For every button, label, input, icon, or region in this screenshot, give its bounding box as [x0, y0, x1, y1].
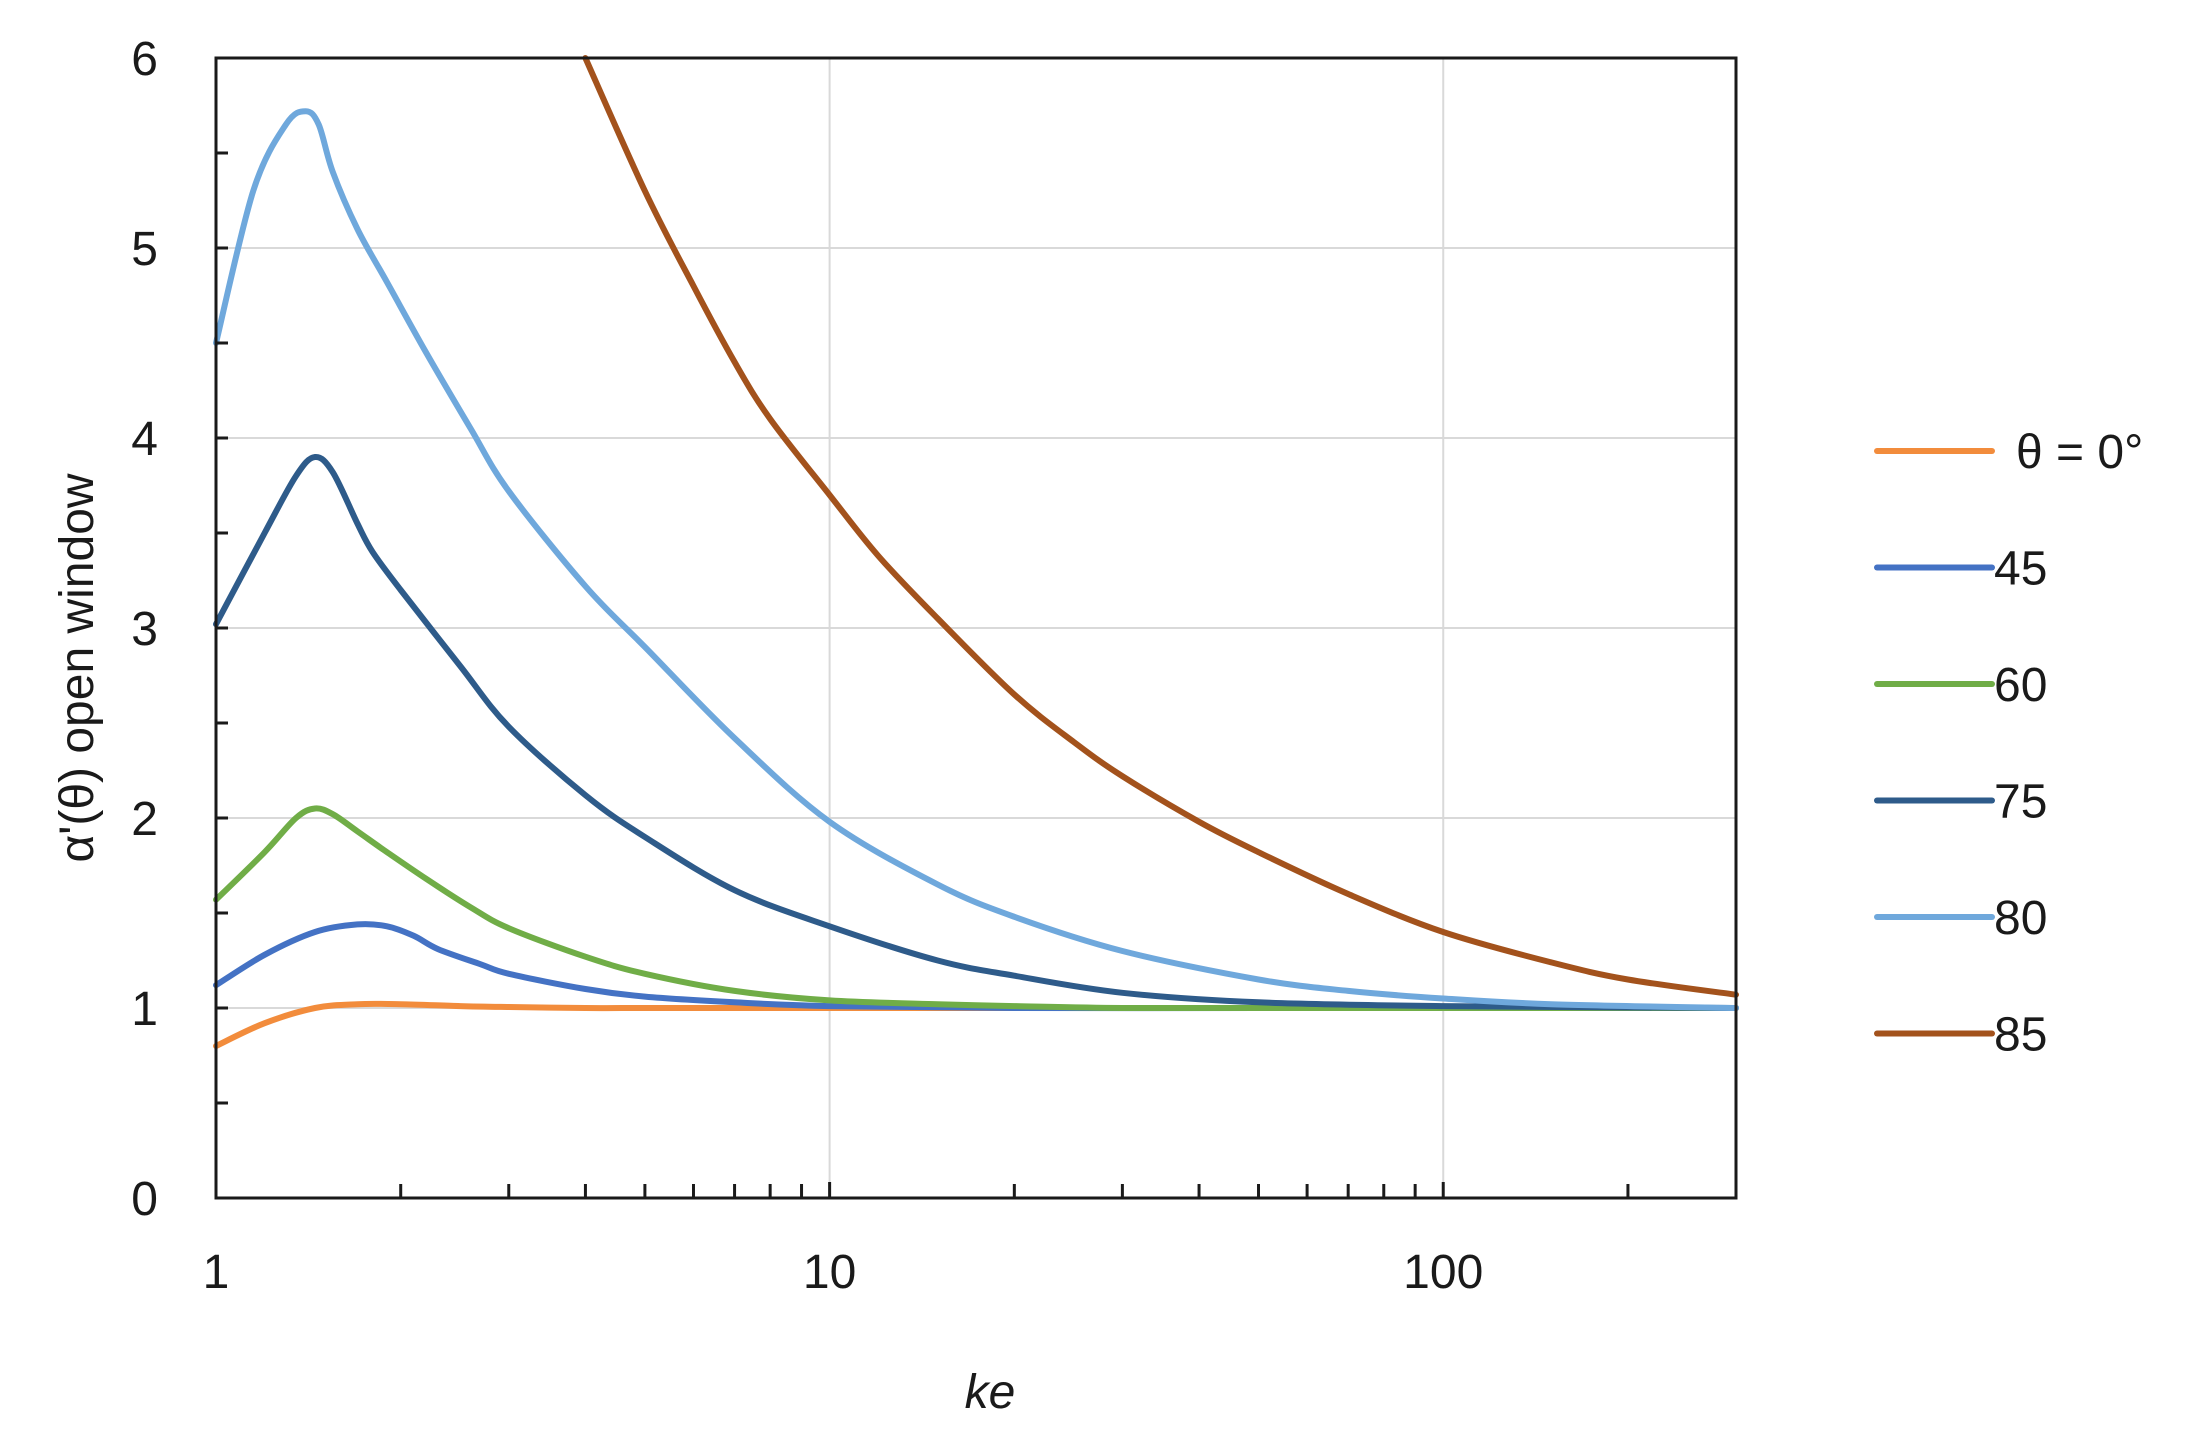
series-line — [582, 55, 1739, 998]
legend: θ = 0° 45 60 75 80 85 — [1874, 426, 2143, 1062]
y-tick-label: 3 — [131, 603, 158, 656]
x-tick-label: 10 — [803, 1246, 856, 1299]
gridlines — [216, 58, 1736, 1198]
legend-label: 60 — [1994, 659, 2047, 712]
x-tick-label: 1 — [203, 1246, 230, 1299]
y-tick-label: 1 — [131, 983, 158, 1036]
x-tick-label: 100 — [1403, 1246, 1483, 1299]
legend-label: 80 — [1994, 892, 2047, 945]
plot-series — [213, 55, 1739, 1049]
legend-label: 45 — [1994, 543, 2047, 596]
y-tick-label: 4 — [131, 413, 158, 466]
legend-label: 85 — [1994, 1009, 2047, 1062]
series-line — [213, 453, 1739, 1011]
y-tick-label: 2 — [131, 793, 158, 846]
y-tick-label: 6 — [131, 33, 158, 86]
y-axis-title: α'(θ) open window — [51, 473, 104, 862]
legend-label: θ = 0° — [2016, 426, 2143, 479]
x-axis-title: ke — [965, 1366, 1016, 1419]
series-line — [213, 805, 1739, 1012]
legend-label: 75 — [1994, 776, 2047, 829]
y-tick-label: 0 — [131, 1173, 158, 1226]
y-tick-label: 5 — [131, 223, 158, 276]
axes — [214, 56, 1738, 1200]
series-line — [213, 108, 1739, 1011]
